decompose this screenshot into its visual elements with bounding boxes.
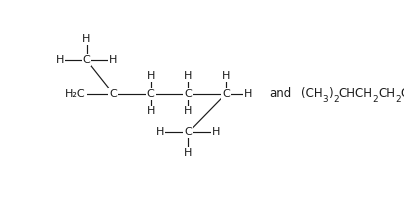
Text: 3: 3 bbox=[323, 95, 328, 104]
Text: H: H bbox=[156, 127, 164, 137]
Text: C: C bbox=[147, 89, 155, 99]
Text: and: and bbox=[269, 87, 292, 100]
Text: 2: 2 bbox=[372, 95, 378, 104]
Text: 2: 2 bbox=[333, 95, 339, 104]
Text: H₂C: H₂C bbox=[65, 89, 86, 99]
Text: H: H bbox=[109, 55, 117, 65]
Text: H: H bbox=[222, 71, 230, 81]
Text: H: H bbox=[82, 34, 90, 44]
Text: C: C bbox=[222, 89, 230, 99]
Text: C: C bbox=[109, 89, 117, 99]
Text: H: H bbox=[244, 89, 252, 99]
Text: (CH: (CH bbox=[301, 87, 323, 100]
Text: C: C bbox=[184, 89, 192, 99]
Text: ): ) bbox=[328, 87, 333, 100]
Text: H: H bbox=[212, 127, 221, 137]
Text: CHCH: CHCH bbox=[339, 87, 372, 100]
Text: C: C bbox=[184, 127, 192, 137]
Text: CH: CH bbox=[401, 87, 404, 100]
Text: H: H bbox=[184, 106, 192, 116]
Text: H: H bbox=[56, 55, 64, 65]
Text: H: H bbox=[184, 71, 192, 81]
Text: H: H bbox=[147, 71, 155, 81]
Text: H: H bbox=[147, 106, 155, 116]
Text: C: C bbox=[83, 55, 90, 65]
Text: 2: 2 bbox=[395, 95, 401, 104]
Text: CH: CH bbox=[378, 87, 395, 100]
Text: H: H bbox=[184, 148, 192, 158]
